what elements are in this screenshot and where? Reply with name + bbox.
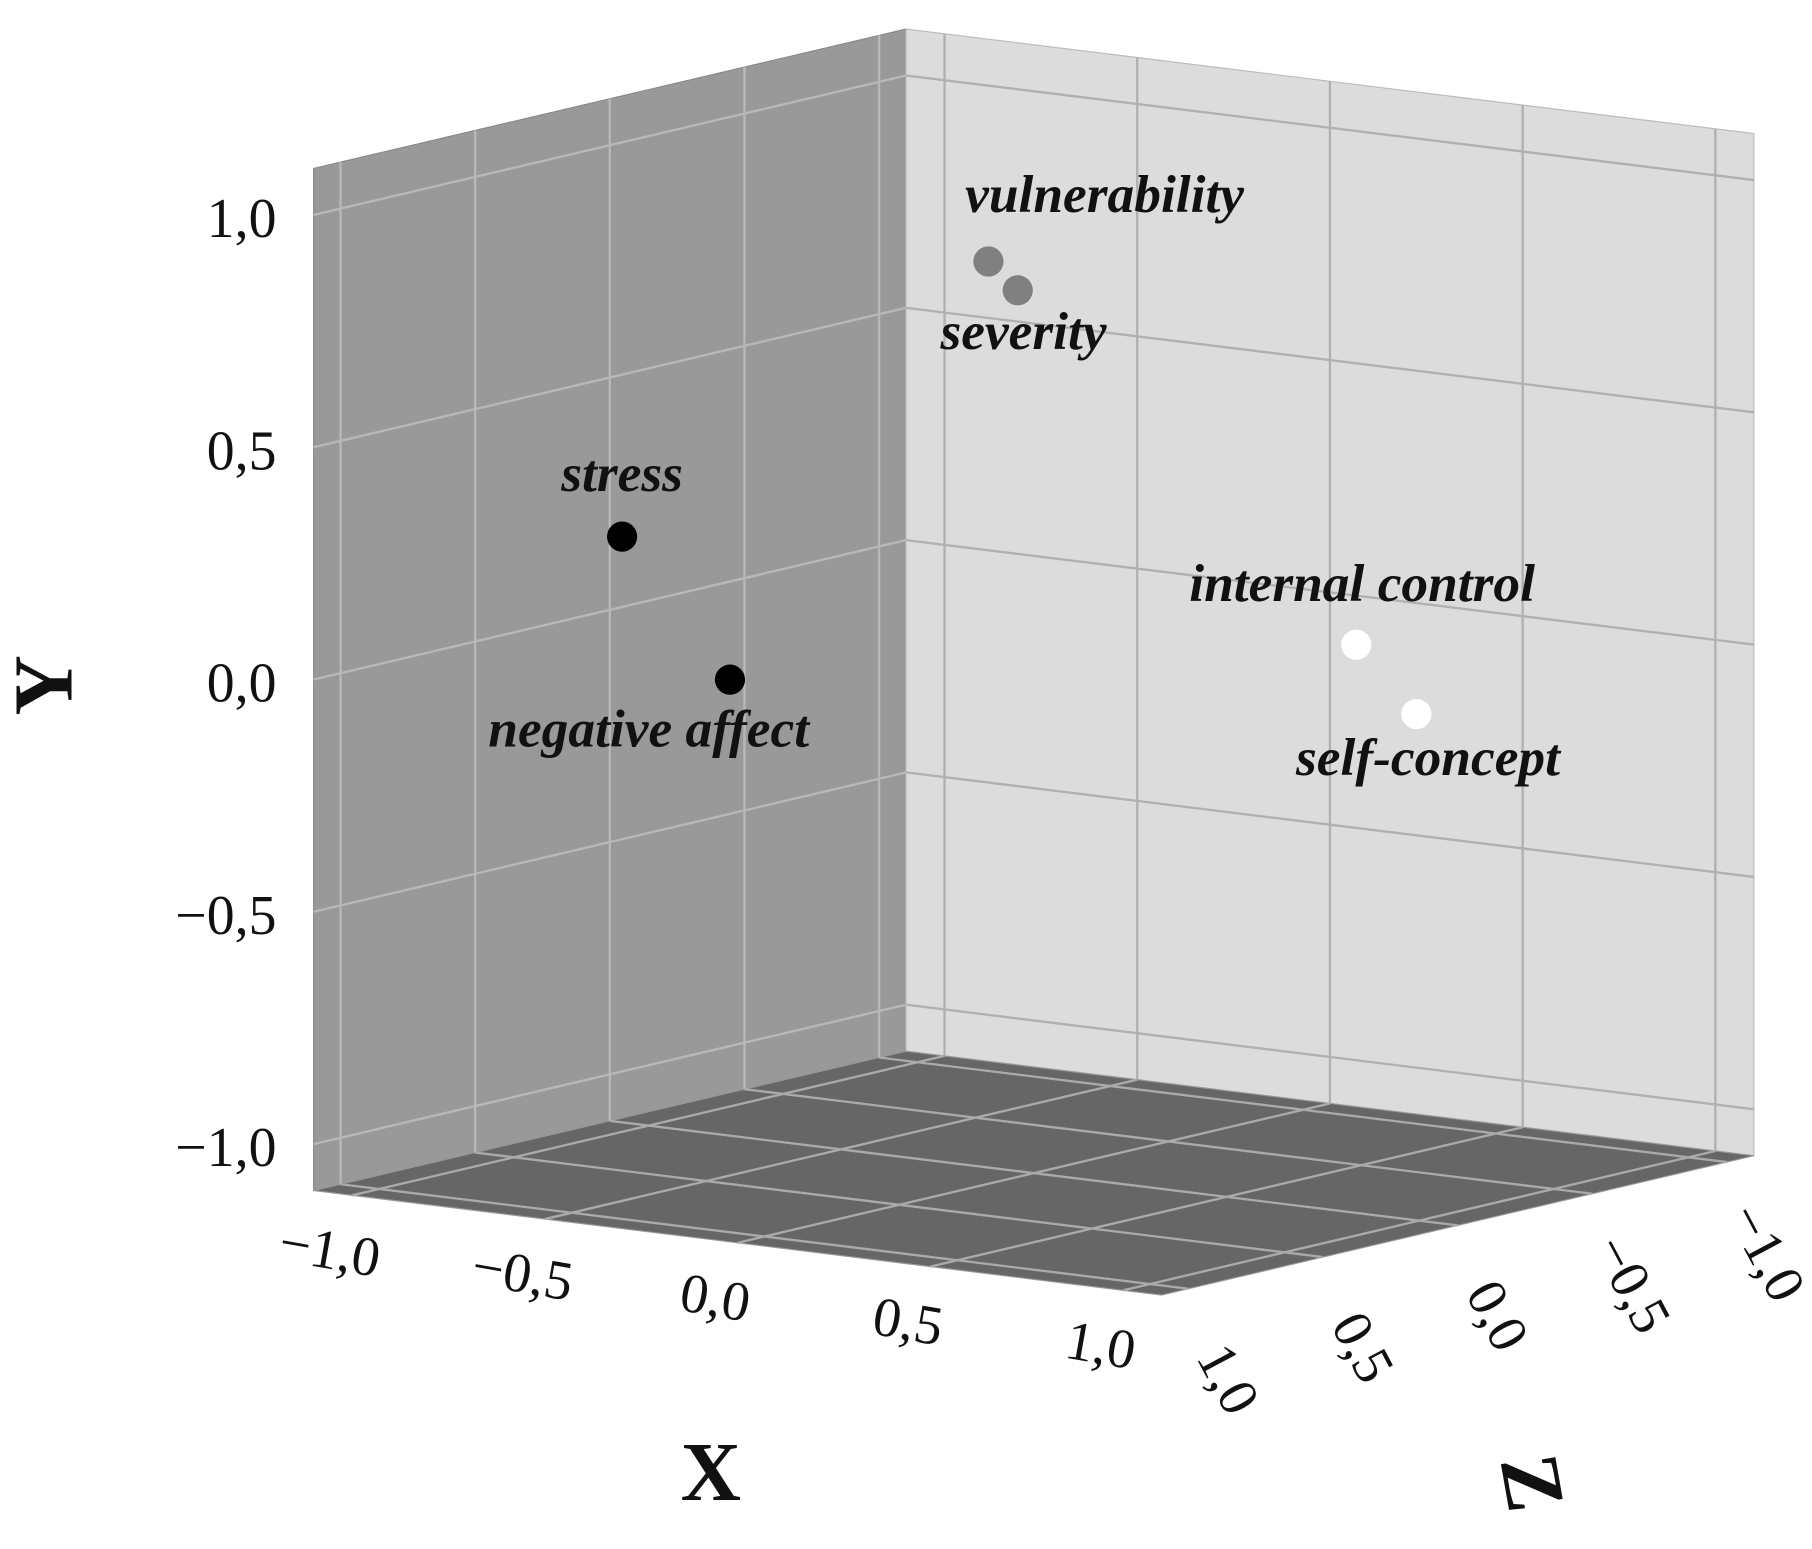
x-tick-label: 0,5 [868,1285,947,1358]
z-tick-label: 1,0 [1184,1334,1271,1425]
point [1401,699,1432,730]
point-label: severity [939,301,1106,361]
grid-line [475,1151,1324,1259]
point [1002,275,1033,306]
y-tick-label: 1,0 [207,188,277,250]
x-axis-title: X [681,1426,741,1519]
z-tick-label: −1,0 [1715,1193,1812,1311]
x-tick-label: 0,0 [676,1262,755,1335]
x-tick-label: −1,0 [275,1211,385,1290]
point-label: negative affect [488,699,811,759]
x-tick-label: −0,5 [467,1235,577,1314]
point [973,246,1004,277]
grid-line [340,1183,1189,1290]
point-label: internal control [1189,553,1535,613]
grid-line [609,1119,1458,1227]
z-tick-label: 0,5 [1319,1302,1406,1393]
y-tick-label: 0,5 [207,420,277,482]
y-tick-label: −1,0 [175,1117,276,1179]
y-axis-title: Y [0,655,90,715]
x-tick-label: 1,0 [1061,1309,1140,1382]
point [1341,629,1372,660]
grid-line [878,1056,1728,1164]
z-axis-title: Z [1481,1447,1582,1518]
z-tick-label: −0,5 [1581,1225,1683,1343]
y-tick-label: 0,0 [207,653,277,715]
grid-line [744,1088,1593,1195]
point-label: self-concept [1295,727,1562,787]
point-label: vulnerability [965,164,1244,224]
point-label: stress [560,443,683,503]
point [714,664,746,695]
grid [313,33,1755,1292]
y-tick-label: −0,5 [175,885,276,947]
marks: vulnerability severity stress negative affe… [488,164,1562,787]
z-tick-label: 0,0 [1453,1271,1540,1362]
point [607,521,638,552]
